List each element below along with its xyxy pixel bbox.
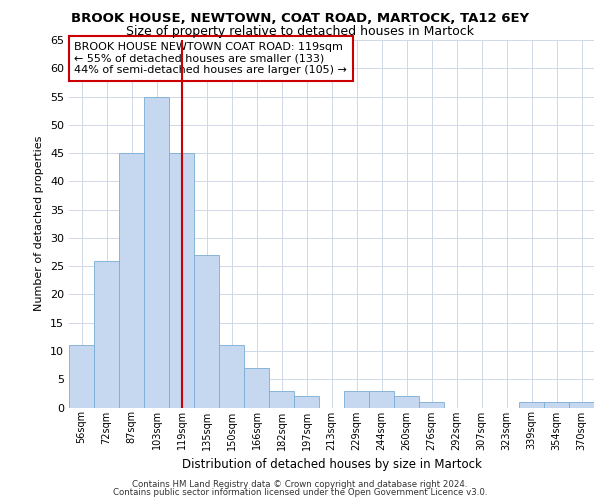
Bar (244, 368, 269, 408)
Bar (344, 390, 369, 407)
Bar (94, 260, 119, 408)
Bar (144, 96, 169, 407)
Bar (119, 153, 144, 407)
Text: Contains public sector information licensed under the Open Government Licence v3: Contains public sector information licen… (113, 488, 487, 497)
Bar (194, 255, 219, 408)
Bar (69, 346, 94, 408)
Bar (294, 396, 319, 407)
Bar (419, 402, 444, 407)
Text: BROOK HOUSE NEWTOWN COAT ROAD: 119sqm
← 55% of detached houses are smaller (133): BROOK HOUSE NEWTOWN COAT ROAD: 119sqm ← … (74, 42, 347, 75)
Bar (169, 153, 194, 407)
X-axis label: Distribution of detached houses by size in Martock: Distribution of detached houses by size … (182, 458, 481, 471)
Bar (369, 390, 394, 407)
Bar (219, 346, 244, 408)
Bar (519, 402, 544, 407)
Y-axis label: Number of detached properties: Number of detached properties (34, 136, 44, 312)
Bar (544, 402, 569, 407)
Bar (269, 390, 294, 407)
Text: Size of property relative to detached houses in Martock: Size of property relative to detached ho… (126, 25, 474, 38)
Bar (394, 396, 419, 407)
Bar (569, 402, 594, 407)
Text: Contains HM Land Registry data © Crown copyright and database right 2024.: Contains HM Land Registry data © Crown c… (132, 480, 468, 489)
Text: BROOK HOUSE, NEWTOWN, COAT ROAD, MARTOCK, TA12 6EY: BROOK HOUSE, NEWTOWN, COAT ROAD, MARTOCK… (71, 12, 529, 26)
